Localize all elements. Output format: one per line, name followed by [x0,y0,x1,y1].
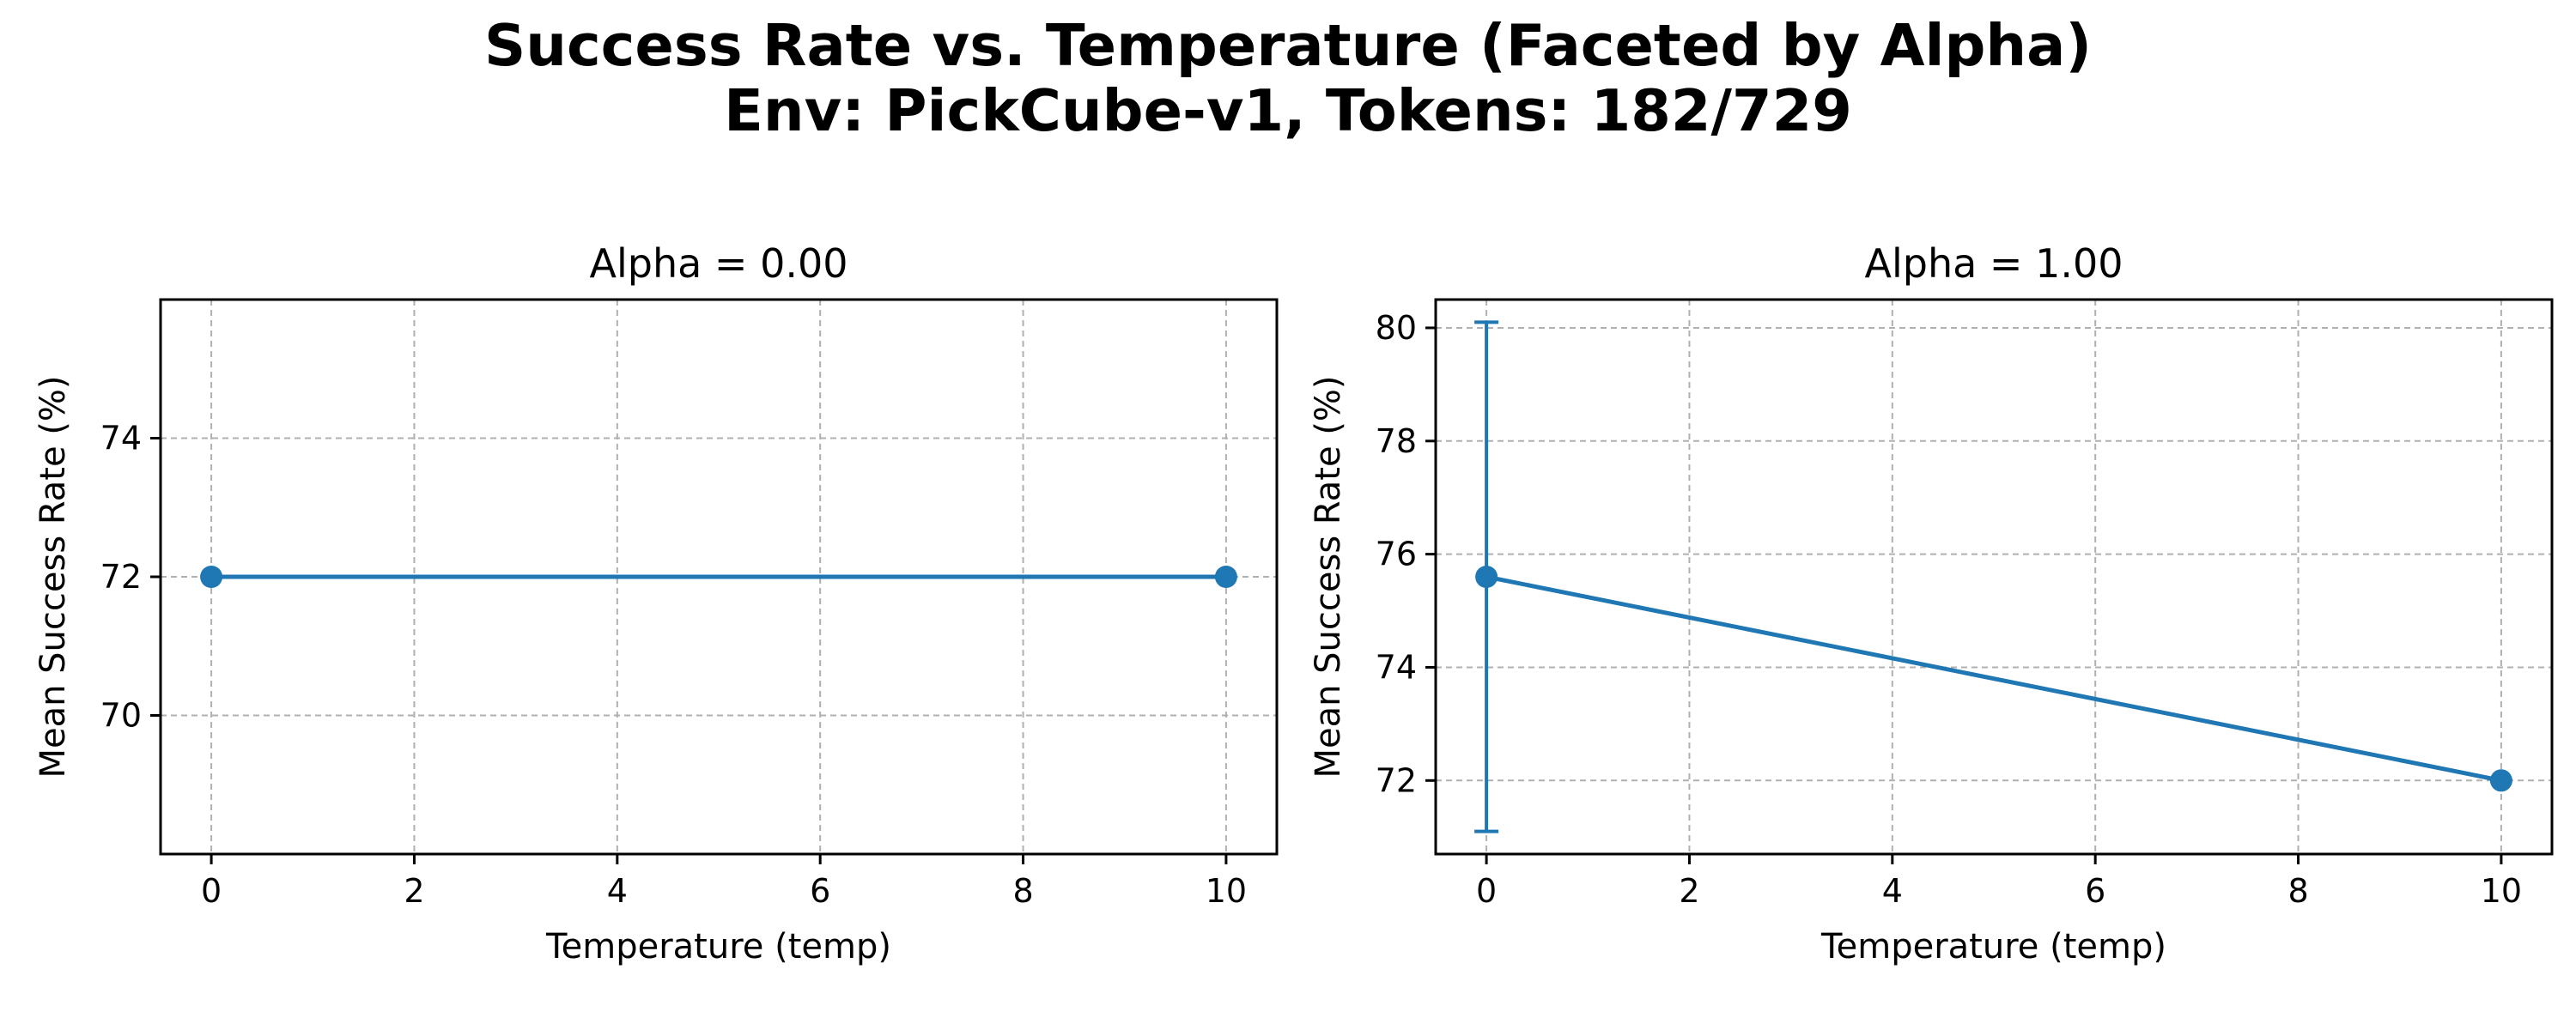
y-tick-label: 74 [1376,648,1417,686]
series-line [1485,574,2502,783]
subplot-2: 0 2 4 6 8 10 72 74 76 78 80 Alpha = 1.00 Temperature… [1309,240,2554,966]
figure-title-line-2: Env: PickCube-v1, Tokens: 182/729 [724,77,1852,144]
y-tick-label: 72 [1376,761,1417,799]
y-axis-label: Mean Success Rate (%) [33,375,73,778]
x-axis-label: Temperature (temp) [1820,927,2166,966]
y-tick-label: 80 [1376,309,1417,347]
data-point [1214,566,1237,588]
y-tick-label: 72 [100,558,142,596]
x-tick-label: 10 [2481,872,2522,910]
data-point [2489,769,2512,792]
subplot-1: 0 2 4 6 8 10 70 72 74 Alpha = 0.00 Temperature (te… [33,240,1279,966]
x-tick-label: 4 [607,872,628,910]
data-point [1475,566,1498,588]
plot-area-frame [1434,298,2554,856]
y-tick-label: 78 [1376,422,1417,460]
x-tick-label: 2 [1679,872,1699,910]
x-tick-label: 6 [2085,872,2105,910]
subplot-title: Alpha = 1.00 [1865,240,2123,287]
x-tick-label: 8 [1012,872,1033,910]
x-tick-label: 10 [1206,872,1247,910]
x-tick-label: 8 [2287,872,2308,910]
x-tick-label: 2 [404,872,424,910]
x-axis-label: Temperature (temp) [545,927,891,966]
panels: 0 2 4 6 8 10 70 72 74 Alpha = 0.00 Temperature (te… [33,240,2554,966]
x-tick-label: 6 [810,872,830,910]
x-tick-label: 0 [201,872,222,910]
y-tick-label: 70 [100,697,142,735]
figure-title-line-1: Success Rate vs. Temperature (Faceted by… [484,12,2092,79]
x-tick-label: 4 [1882,872,1903,910]
y-axis-label: Mean Success Rate (%) [1309,375,1348,778]
data-point [200,566,223,588]
x-tick-label: 0 [1476,872,1497,910]
y-tick-label: 74 [100,420,142,457]
subplot-title: Alpha = 0.00 [590,240,848,287]
y-tick-label: 76 [1376,536,1417,573]
